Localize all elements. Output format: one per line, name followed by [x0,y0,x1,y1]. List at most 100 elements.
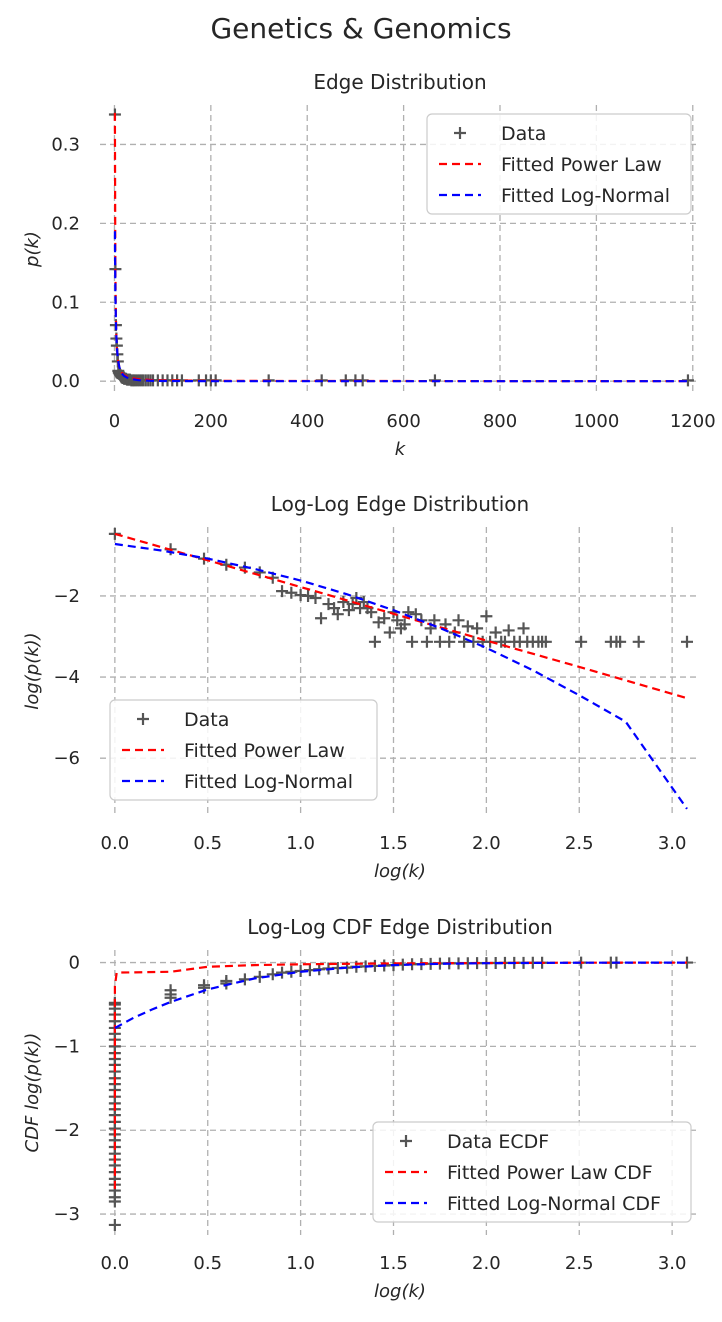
panel-log-log-cdf-edge-distribution: Log-Log CDF Edge Distribution 0.0 0.5 1.0 1.… [22,915,700,1302]
legend-swatch [137,713,149,725]
x-tick-label: 600 [386,411,420,432]
panel-edge-distribution: Edge Distribution 0 200 400 600 800 1000 1200 0.… [22,70,716,460]
legend-label: Data [184,709,229,731]
data-point [378,612,391,625]
y-axis-label: CDF log(p(k)) [22,1033,43,1153]
data-point [614,635,627,648]
series-line [113,231,688,383]
data-point [428,614,441,627]
legend-box [372,1121,692,1223]
legend-label: Data ECDF [447,1131,549,1153]
legend-label: Data [501,123,546,145]
y-tick-label: 0.1 [51,292,80,313]
x-axis-label: log(k) [374,1281,426,1302]
x-tick-label: 3.0 [658,833,687,854]
legend-box [426,113,692,215]
y-tick-label: −6 [53,748,80,769]
data-point [420,635,433,648]
data-point [480,610,493,623]
data-point [302,589,315,602]
data-point [337,596,350,609]
data-point [328,602,341,615]
legend-label: Fitted Log-Normal [184,771,353,793]
y-axis-label: p(k) [22,231,43,268]
data-point [276,585,289,598]
y-tick-label: −1 [53,1036,80,1057]
series-fitted-log-normal [114,542,688,810]
x-axis-label: log(k) [374,861,426,882]
legend-label: Fitted Log-Normal CDF [447,1193,661,1215]
legend-box [109,699,378,801]
y-tick-label: 0.2 [51,213,80,234]
data-point [502,624,515,637]
legend-label: Fitted Power Law [184,740,345,762]
x-tick-label: 800 [483,411,517,432]
series-data [108,527,693,648]
series-line [113,961,688,1189]
data-point [164,991,177,1004]
series-line [114,532,688,700]
data-point [383,626,396,639]
legend: Data ECDF Fitted Power Law CDF Fitted Log-… [372,1121,692,1223]
legend-swatch [400,1135,412,1147]
x-tick-label: 2.5 [565,1253,594,1274]
legend: Data Fitted Power Law Fitted Log-Normal [426,113,692,215]
data-point [309,591,322,604]
data-point [409,608,422,621]
data-point [575,635,588,648]
series-fitted-log-normal-cdf [114,961,688,1029]
y-tick-label: −2 [53,1120,80,1141]
data-point [108,1218,121,1231]
x-tick-label: 1000 [573,411,619,432]
x-tick-label: 2.0 [472,833,501,854]
series-line [114,961,688,1029]
x-axis-label: k [395,439,407,460]
x-tick-label: 3.0 [658,1253,687,1274]
x-tick-label: 1.5 [379,833,408,854]
panel-title: Log-Log CDF Edge Distribution [247,915,553,939]
data-point [461,620,474,633]
panel-log-log-edge-distribution: Log-Log Edge Distribution 0.0 0.5 1.0 1.5 2.0… [22,492,700,882]
data-point [108,527,121,540]
y-tick-label: 0.0 [51,371,80,392]
data-point [539,635,552,648]
data-point [331,608,344,621]
panel-title: Edge Distribution [313,70,486,94]
series-line [114,542,688,810]
data-point [253,566,266,579]
series-fitted-power-law-cdf [113,961,688,1189]
y-tick-label: −3 [53,1204,80,1225]
x-tick-label: 1.5 [379,1253,408,1274]
x-tick-label: 0.0 [101,833,130,854]
x-tick-label: 0 [109,411,120,432]
data-point [108,1195,121,1208]
x-tick-label: 400 [290,411,324,432]
panel-title: Log-Log Edge Distribution [271,492,529,516]
data-point [517,622,530,635]
series-fitted-log-normal [113,231,688,383]
x-tick-label: 1200 [670,411,716,432]
data-point [357,596,370,609]
x-tick-label: 2.5 [565,833,594,854]
x-tick-label: 0.0 [101,1253,130,1274]
series-fitted-power-law [114,532,688,700]
data-point [471,622,484,635]
data-point [398,618,411,631]
data-point [368,635,381,648]
legend: Data Fitted Power Law Fitted Log-Normal [109,699,378,801]
y-tick-label: 0.3 [51,134,80,155]
data-point [315,612,328,625]
y-tick-label: −2 [53,586,80,607]
x-tick-label: 0.5 [193,1253,222,1274]
y-tick-label: 0 [69,953,80,974]
legend-swatch [454,127,466,139]
data-point [342,604,355,617]
data-point [443,635,456,648]
x-tick-label: 1.0 [286,1253,315,1274]
x-tick-label: 2.0 [472,1253,501,1274]
x-tick-label: 200 [194,411,228,432]
data-point [680,635,693,648]
data-point [452,614,465,627]
data-point [489,626,502,639]
